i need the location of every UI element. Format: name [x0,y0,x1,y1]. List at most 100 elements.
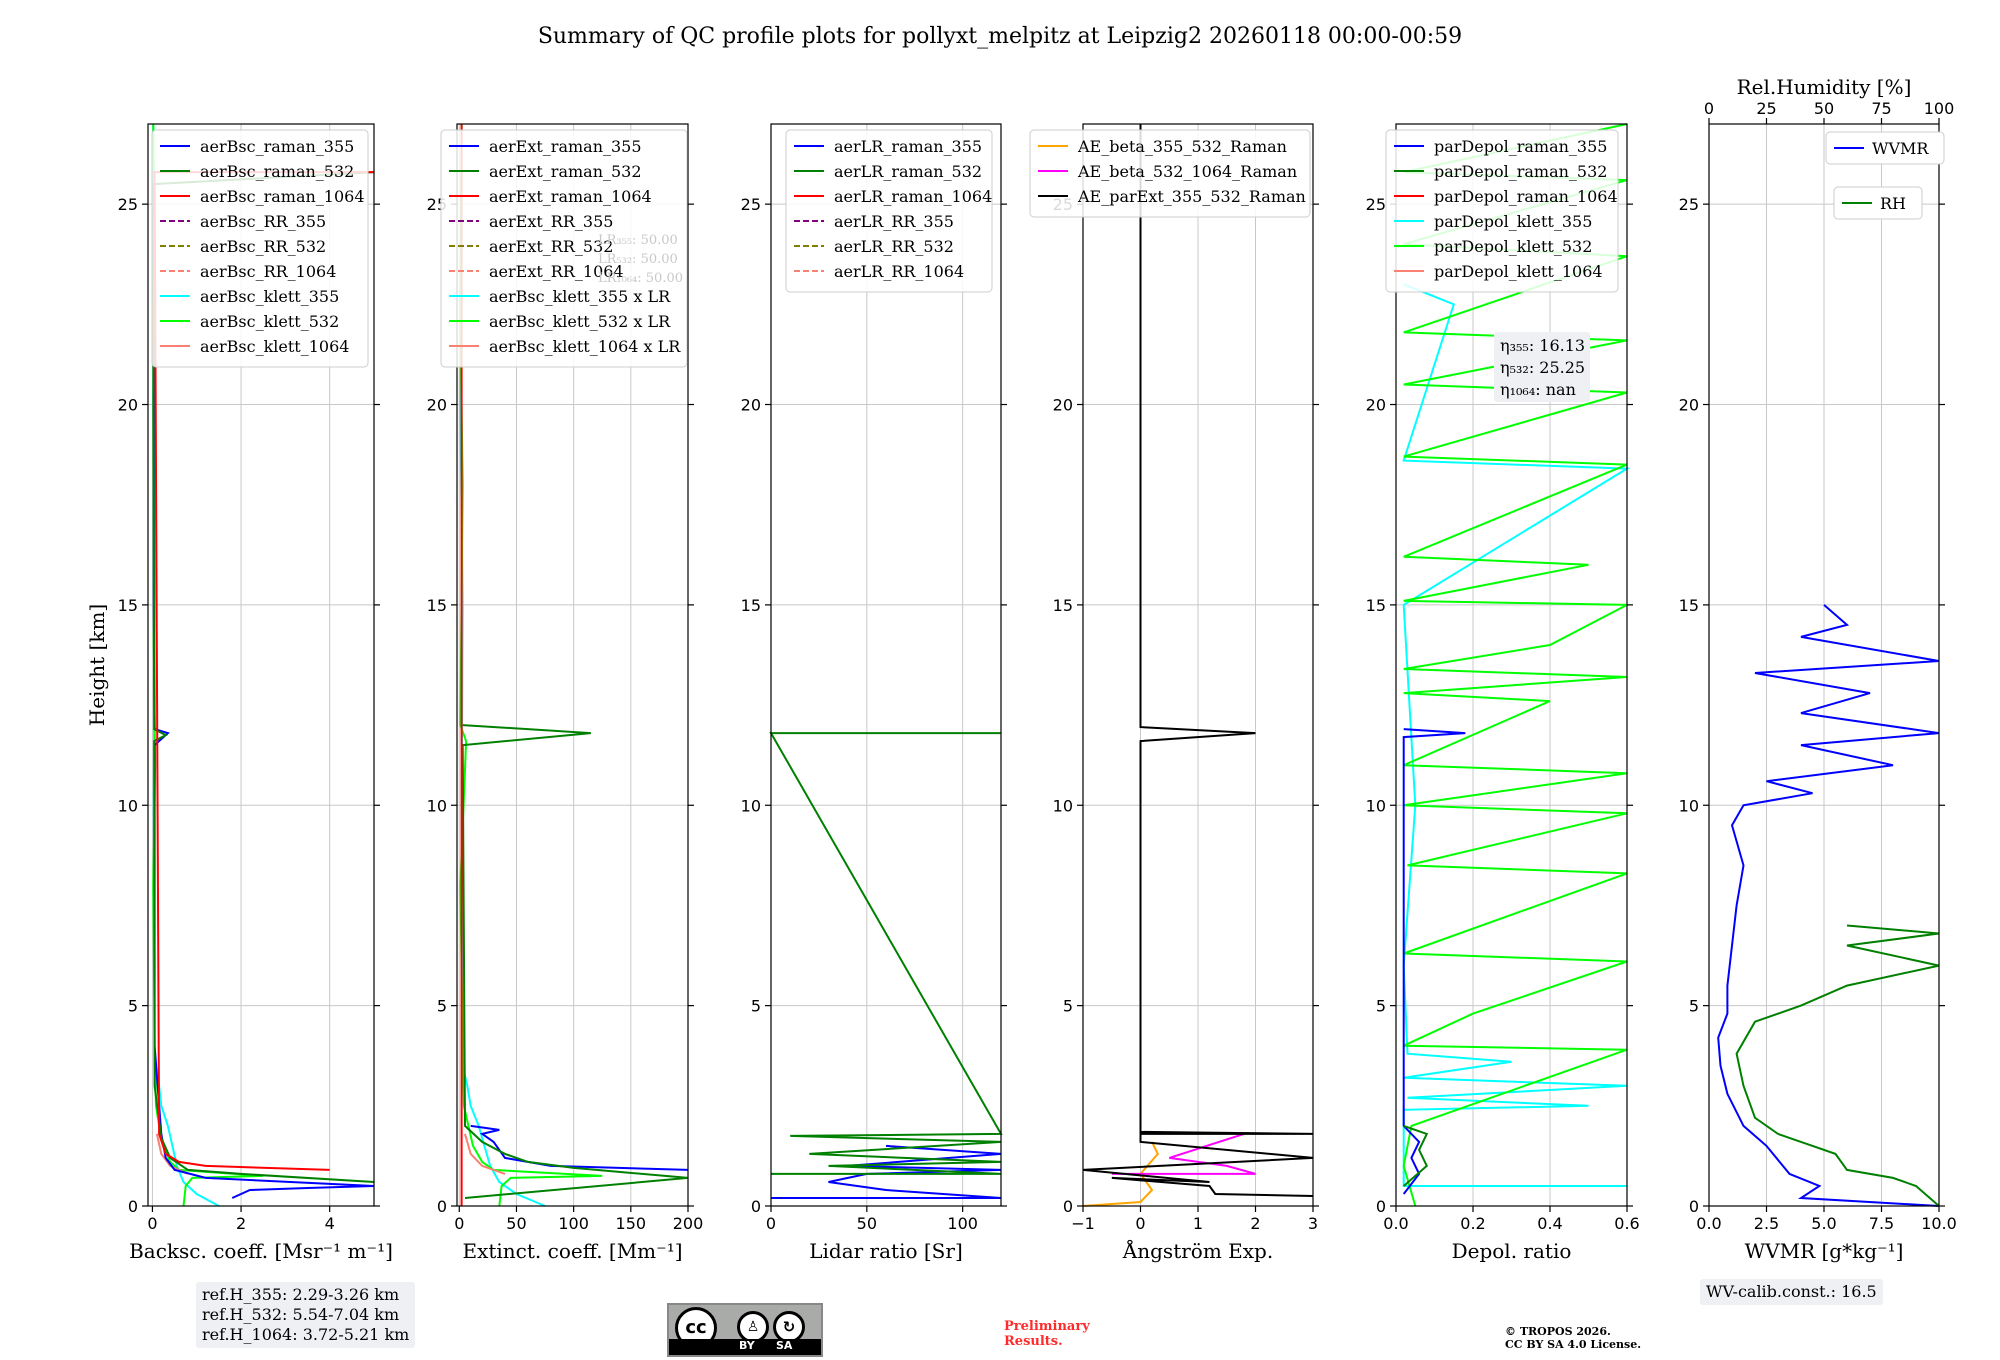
x-tick-label: 1 [1193,1214,1203,1233]
x-axis-label: Ångström Exp. [1122,1238,1273,1263]
top-x-tick-label: 25 [1756,99,1776,118]
x-tick-label: 200 [673,1214,704,1233]
top-x-axis-label: Rel.Humidity [%] [1737,75,1912,99]
by-icon: ♙ [737,1311,769,1343]
copyright-line-1: © TROPOS 2026. [1505,1325,1611,1338]
legend-label: aerExt_raman_532 [489,162,642,181]
legend-label: aerLR_RR_355 [834,212,954,231]
y-tick-label: 25 [1679,195,1699,214]
x-axis-label: Extinct. coeff. [Mm⁻¹] [462,1239,682,1263]
legend-label: aerBsc_klett_532 x LR [489,312,671,331]
panel-depol: 0.0 0.2 0.4 0.6 0 5 10 15 20 25 Depol. ratio parDep… [1366,123,1640,1263]
legend-label: aerBsc_RR_1064 [200,262,336,281]
legend-label: aerBsc_klett_532 [200,312,339,331]
y-tick-label: 0 [1063,1197,1073,1216]
y-tick-label: 5 [1063,997,1073,1016]
y-tick-label: 5 [1376,997,1386,1016]
legend-frame [1029,129,1311,218]
eta-box: η₃₅₅: 16.13 η₅₃₂: 25.25 η₁₀₆₄: nan [1494,332,1590,402]
y-tick-label: 5 [437,997,447,1016]
refh-532: ref.H_532: 5.54-7.04 km [202,1305,400,1324]
eta-label: η₅₃₂: 25.25 [1500,358,1585,377]
x-tick-label: 7.5 [1869,1214,1894,1233]
y-tick-label: 20 [1053,396,1073,415]
eta-box-bg [1494,332,1590,402]
x-tick-label: 0 [147,1214,157,1233]
x-tick-label: 2.5 [1754,1214,1779,1233]
x-tick-label: 150 [616,1214,647,1233]
legend-label: aerBsc_raman_355 [200,137,354,156]
lr-annotation: LR₁₀₆₄: 50.00 [598,271,683,286]
panel-ae: −101230510152025Ångström Exp.AE_beta_355… [1029,123,1319,1263]
panel-bsc: 0 2 4 0 5 10 15 20 25 Backsc. coeff. [Msr⁻¹ m⁻¹] H… [85,123,393,1263]
legend: aerLR_raman_355 aerLR_raman_532 aerLR_rama… [785,129,993,293]
legend-label: aerExt_raman_355 [489,137,642,156]
legend-label: aerLR_raman_1064 [834,187,992,206]
legend-label: aerBsc_klett_1064 [200,337,349,356]
x-tick-label: 100 [558,1214,589,1233]
legend-label: aerBsc_klett_1064 x LR [489,337,681,356]
y-tick-label: 0 [1689,1197,1699,1216]
legend-frame [151,129,369,368]
eta-label: η₃₅₅: 16.13 [1500,336,1585,355]
legend-label: aerExt_RR_355 [489,212,613,231]
lr-annotation: LR₅₃₂: 50.00 [598,252,678,267]
cc-sa-label: SA [776,1339,793,1352]
x-tick-label: 0 [766,1214,776,1233]
y-tick-label: 0 [1376,1197,1386,1216]
y-axis-label: Height [km] [85,604,109,726]
legend-label: aerBsc_RR_355 [200,212,326,231]
legend-label: AE_beta_532_1064_Raman [1077,162,1297,181]
top-x-tick-label: 100 [1924,99,1955,118]
wv-calib-text: WV-calib.const.: 16.5 [1706,1282,1877,1301]
y-tick-label: 15 [118,596,138,615]
y-tick-label: 10 [1366,796,1386,815]
x-tick-label: 5.0 [1811,1214,1836,1233]
y-tick-label: 15 [1053,596,1073,615]
prelim-line-2: Results. [1004,1334,1063,1349]
legend-label: aerBsc_raman_532 [200,162,354,181]
copyright-note: © TROPOS 2026. CC BY SA 4.0 License. [1505,1325,1641,1351]
axes-frame [147,123,375,1207]
x-tick-label: 0.4 [1537,1214,1562,1233]
y-tick-label: 15 [1679,596,1699,615]
refh-1064: ref.H_1064: 3.72-5.21 km [202,1325,410,1344]
series-aerExt_raman_532 [461,724,689,1199]
axes-frame [770,123,1002,1207]
legend-WVMR: WVMR [1825,131,1945,165]
legend-label: parDepol_klett_532 [1434,237,1592,256]
x-tick-label: 0.6 [1614,1214,1639,1233]
y-tick-label: 20 [427,396,447,415]
x-axis-label: Lidar ratio [Sr] [809,1239,963,1263]
legend: aerExt_raman_355 aerExt_raman_532 aerExt_r… [440,129,688,368]
x-tick-label: 0.2 [1460,1214,1485,1233]
legend-label: parDepol_raman_1064 [1434,187,1618,206]
legend-label: parDepol_raman_355 [1434,137,1607,156]
legend: parDepol_raman_355 parDepol_raman_532 parD… [1385,129,1619,293]
cc-license-badge: cc ♙ ↻ BY SA [667,1303,823,1357]
x-axis-label: WVMR [g*kg⁻¹] [1745,1239,1904,1263]
x-tick-label: 2 [1250,1214,1260,1233]
y-tick-label: 15 [741,596,761,615]
wv-calib-box: WV-calib.const.: 16.5 [1700,1279,1883,1305]
legend-label: AE_beta_355_532_Raman [1077,137,1287,156]
legend-RH: RH [1833,186,1923,220]
y-tick-label: 5 [751,997,761,1016]
top-x-tick-label: 0 [1704,99,1714,118]
y-tick-label: 10 [427,796,447,815]
legend-label: aerBsc_raman_1064 [200,187,365,206]
top-x-tick-label: 50 [1814,99,1834,118]
y-tick-label: 25 [1366,195,1386,214]
y-tick-label: 0 [128,1197,138,1216]
x-tick-label: 0 [454,1214,464,1233]
y-tick-label: 25 [741,195,761,214]
y-tick-label: 10 [741,796,761,815]
y-tick-label: 15 [1366,596,1386,615]
y-tick-label: 25 [118,195,138,214]
legend-label: aerLR_raman_532 [834,162,982,181]
panel-wv: 0.0 2.5 5.0 7.5 10.0 0 5 10 15 20 25 WVMR [g*kg⁻¹] 0… [1679,75,1957,1263]
y-tick-label: 10 [118,796,138,815]
y-tick-label: 5 [128,997,138,1016]
preliminary-results-note: Preliminary Results. [1004,1319,1090,1349]
copyright-line-2: CC BY SA 4.0 License. [1505,1338,1642,1351]
